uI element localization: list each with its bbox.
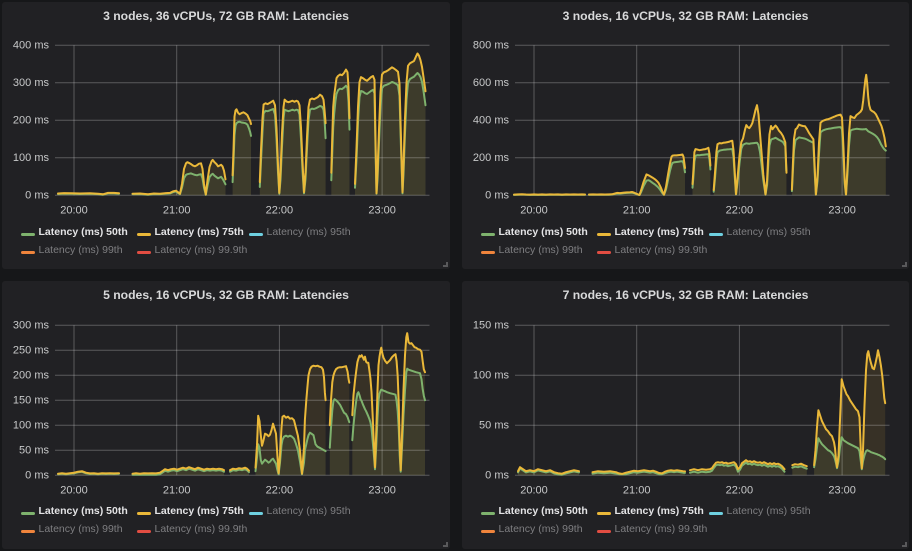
svg-text:250 ms: 250 ms — [13, 345, 50, 357]
svg-text:0 ms: 0 ms — [25, 190, 49, 202]
svg-text:21:00: 21:00 — [163, 485, 191, 497]
svg-text:200 ms: 200 ms — [13, 115, 50, 127]
svg-text:0 ms: 0 ms — [485, 190, 509, 202]
svg-text:22:00: 22:00 — [726, 205, 754, 217]
svg-text:22:00: 22:00 — [726, 485, 754, 497]
svg-text:200 ms: 200 ms — [473, 152, 510, 164]
svg-text:21:00: 21:00 — [163, 205, 191, 217]
svg-text:150 ms: 150 ms — [473, 320, 510, 332]
svg-text:22:00: 22:00 — [266, 485, 294, 497]
svg-text:100 ms: 100 ms — [13, 420, 50, 432]
svg-text:21:00: 21:00 — [623, 205, 651, 217]
svg-text:50 ms: 50 ms — [19, 445, 49, 457]
svg-text:20:00: 20:00 — [60, 205, 88, 217]
svg-text:150 ms: 150 ms — [13, 395, 50, 407]
svg-text:400 ms: 400 ms — [473, 115, 510, 127]
svg-text:600 ms: 600 ms — [473, 77, 510, 89]
svg-text:50 ms: 50 ms — [479, 420, 509, 432]
svg-text:0 ms: 0 ms — [485, 470, 509, 482]
svg-text:200 ms: 200 ms — [13, 370, 50, 382]
svg-text:23:00: 23:00 — [368, 485, 396, 497]
svg-text:23:00: 23:00 — [828, 485, 856, 497]
svg-text:300 ms: 300 ms — [13, 77, 50, 89]
svg-text:23:00: 23:00 — [368, 205, 396, 217]
svg-text:300 ms: 300 ms — [13, 320, 50, 332]
svg-text:23:00: 23:00 — [828, 205, 856, 217]
svg-text:22:00: 22:00 — [266, 205, 294, 217]
svg-text:20:00: 20:00 — [520, 205, 548, 217]
svg-text:20:00: 20:00 — [60, 485, 88, 497]
svg-text:21:00: 21:00 — [623, 485, 651, 497]
svg-text:20:00: 20:00 — [520, 485, 548, 497]
svg-text:800 ms: 800 ms — [473, 40, 510, 52]
svg-text:100 ms: 100 ms — [473, 370, 510, 382]
svg-text:100 ms: 100 ms — [13, 152, 50, 164]
svg-text:400 ms: 400 ms — [13, 40, 50, 52]
svg-text:0 ms: 0 ms — [25, 470, 49, 482]
